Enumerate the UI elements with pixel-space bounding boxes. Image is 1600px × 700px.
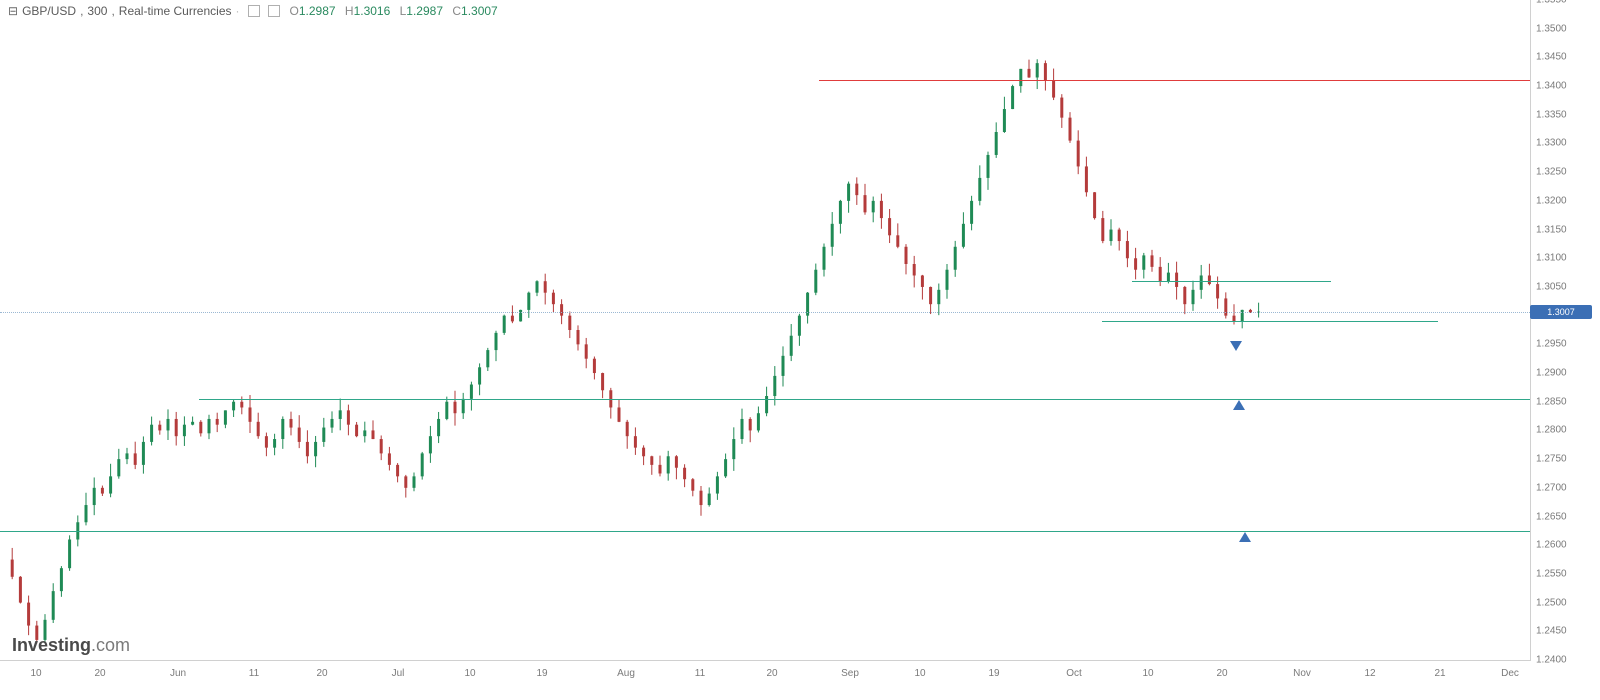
- x-tick: Jun: [170, 668, 186, 679]
- candlestick-layer: [0, 0, 1530, 660]
- watermark: Investing.com: [12, 635, 130, 656]
- y-tick: 1.2650: [1536, 511, 1567, 522]
- x-tick: 20: [316, 668, 327, 679]
- x-tick: Jul: [392, 668, 405, 679]
- horizontal-line[interactable]: [0, 531, 1530, 532]
- x-tick: 20: [1216, 668, 1227, 679]
- x-tick: 10: [914, 668, 925, 679]
- x-tick: 20: [766, 668, 777, 679]
- x-tick: 12: [1364, 668, 1375, 679]
- current-price-line: [0, 312, 1530, 313]
- y-tick: 1.3100: [1536, 253, 1567, 264]
- y-axis[interactable]: 1.24001.24501.25001.25501.26001.26501.27…: [1530, 0, 1600, 660]
- x-tick: 19: [536, 668, 547, 679]
- y-tick: 1.3400: [1536, 81, 1567, 92]
- horizontal-line[interactable]: [199, 399, 1530, 400]
- x-tick: Sep: [841, 668, 859, 679]
- x-tick: Nov: [1293, 668, 1311, 679]
- y-tick: 1.2450: [1536, 626, 1567, 637]
- y-tick: 1.3250: [1536, 167, 1567, 178]
- y-tick: 1.2550: [1536, 568, 1567, 579]
- x-tick: Oct: [1066, 668, 1082, 679]
- y-tick: 1.3150: [1536, 224, 1567, 235]
- x-tick: Aug: [617, 668, 635, 679]
- price-plot[interactable]: [0, 0, 1531, 661]
- y-tick: 1.3050: [1536, 281, 1567, 292]
- arrow-up-icon[interactable]: [1239, 532, 1251, 542]
- horizontal-line[interactable]: [1102, 321, 1439, 322]
- watermark-light: .com: [91, 635, 130, 655]
- x-tick: 10: [1142, 668, 1153, 679]
- y-tick: 1.2950: [1536, 339, 1567, 350]
- y-tick: 1.3450: [1536, 52, 1567, 63]
- x-tick: 10: [30, 668, 41, 679]
- y-tick: 1.2800: [1536, 425, 1567, 436]
- x-tick: Dec: [1501, 668, 1519, 679]
- y-tick: 1.2700: [1536, 482, 1567, 493]
- arrow-down-icon[interactable]: [1230, 341, 1242, 351]
- y-tick: 1.2600: [1536, 540, 1567, 551]
- y-tick: 1.3350: [1536, 109, 1567, 120]
- horizontal-line[interactable]: [819, 80, 1530, 81]
- x-tick: 20: [94, 668, 105, 679]
- current-price-tag: 1.3007: [1530, 305, 1592, 319]
- x-tick: 11: [249, 668, 259, 679]
- y-tick: 1.3500: [1536, 23, 1567, 34]
- arrow-up-icon[interactable]: [1233, 400, 1245, 410]
- y-tick: 1.2500: [1536, 597, 1567, 608]
- x-axis[interactable]: 10 20 Jun 11 20 Jul 10 19 Aug 11 20 Sep 10 19 Oct 10 20 N…: [0, 660, 1530, 700]
- x-tick: 21: [1434, 668, 1445, 679]
- y-tick: 1.2400: [1536, 655, 1567, 666]
- horizontal-line[interactable]: [1132, 281, 1331, 282]
- y-tick: 1.3200: [1536, 195, 1567, 206]
- y-tick: 1.2750: [1536, 454, 1567, 465]
- x-tick: 19: [988, 668, 999, 679]
- y-tick: 1.2850: [1536, 396, 1567, 407]
- x-tick: 10: [464, 668, 475, 679]
- chart-container: ⊟ GBP/USD, 300, Real-time Currencies · O…: [0, 0, 1600, 700]
- x-tick: 11: [695, 668, 705, 679]
- y-tick: 1.2900: [1536, 368, 1567, 379]
- watermark-bold: Investing: [12, 635, 91, 655]
- y-tick: 1.3550: [1536, 0, 1567, 6]
- y-tick: 1.3300: [1536, 138, 1567, 149]
